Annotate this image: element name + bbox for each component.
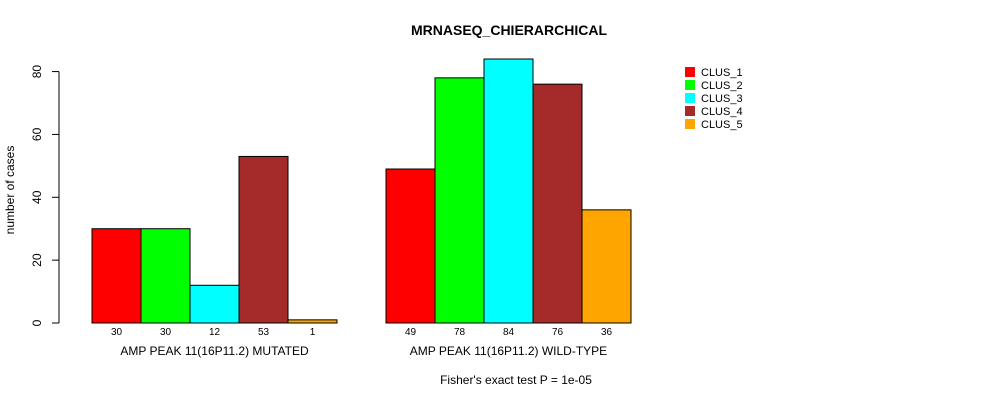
bar-group1-clus_1 [91,228,142,324]
bar-group2-clus_2 [434,77,485,324]
bar-group2-clus_3 [483,58,534,324]
group-label-2: AMP PEAK 11(16P11.2) WILD-TYPE [410,344,607,358]
count-label-group2-clus_2: 78 [454,327,466,338]
bar-group1-clus_4 [238,155,289,324]
legend-swatch-clus_2 [685,80,695,90]
count-label-group2-clus_4: 76 [552,327,564,338]
legend-swatch-clus_3 [685,93,695,103]
bar-group1-clus_3 [189,284,240,324]
count-label-group2-clus_5: 36 [601,327,613,338]
bar-group1-clus_2 [140,228,191,324]
legend-label-clus_3: CLUS_3 [701,93,743,105]
count-label-group1-clus_3: 12 [209,327,221,338]
fisher-test-footnote: Fisher's exact test P = 1e-05 [440,373,592,387]
legend-swatch-clus_1 [685,67,695,77]
bar-group2-clus_1 [385,168,436,324]
legend-label-clus_1: CLUS_1 [701,67,743,79]
bar-group1-clus_5 [287,319,338,324]
y-tick-label-60: 60 [30,127,44,141]
y-tick-label-80: 80 [30,65,44,79]
count-label-group1-clus_4: 53 [258,327,270,338]
count-label-group1-clus_2: 30 [160,327,172,338]
count-label-group1-clus_1: 30 [111,327,123,338]
count-label-group2-clus_1: 49 [405,327,417,338]
bar-group2-clus_5 [581,209,632,324]
legend-label-clus_5: CLUS_5 [701,119,743,131]
bar-group2-clus_4 [532,83,583,324]
legend-swatch-clus_5 [685,119,695,129]
chart-title: MRNASEQ_CHIERARCHICAL [411,22,607,38]
group-label-1: AMP PEAK 11(16P11.2) MUTATED [120,344,309,358]
count-label-group1-clus_5: 1 [310,327,316,338]
y-axis: 0 20 40 60 80 [30,65,60,326]
y-axis-label: number of cases [3,146,17,235]
y-tick-label-40: 40 [30,190,44,204]
y-tick-label-0: 0 [30,319,44,326]
legend-label-clus_4: CLUS_4 [701,106,743,118]
legend-label-clus_2: CLUS_2 [701,80,743,92]
y-tick-label-20: 20 [30,253,44,267]
bars [91,58,632,324]
legend-swatch-clus_4 [685,106,695,116]
count-label-group2-clus_3: 84 [503,327,515,338]
